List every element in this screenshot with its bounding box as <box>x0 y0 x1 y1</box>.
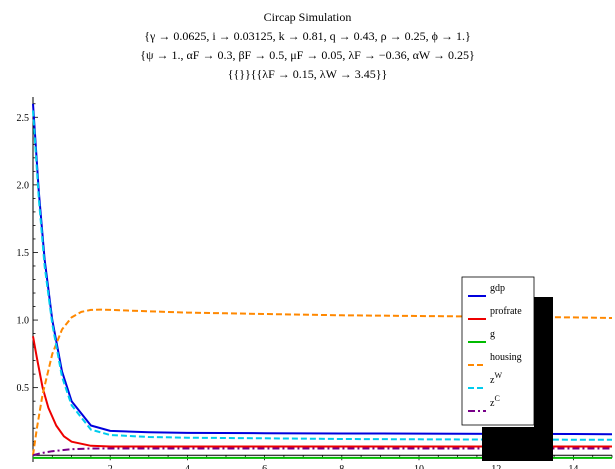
chart-title: Circap Simulation <box>263 10 352 24</box>
series-line-0 <box>32 103 613 436</box>
x-tick-label: 14 <box>568 464 578 469</box>
subtitle-line-2: {ψ → 1., αF → 0.3, βF → 0.5, μF → 0.05, … <box>140 48 475 62</box>
y-tick-label: 2.5 <box>17 113 30 124</box>
subtitle-line-3: {{}}{{λF → 0.15, λW → 3.45}} <box>227 67 388 81</box>
legend-box <box>461 276 535 426</box>
x-tick-label: 2 <box>108 464 113 469</box>
black-bar-horizontal <box>482 427 552 461</box>
legend-label-1: profrate <box>490 306 522 317</box>
black-bar-vertical <box>534 297 553 461</box>
y-tick-label: 2.0 <box>17 180 30 191</box>
y-tick-label: 1.5 <box>17 248 30 259</box>
series-line-4 <box>32 110 612 441</box>
subtitle-line-1: {γ → 0.0625, i → 0.03125, k → 0.81, q → … <box>144 29 471 43</box>
x-tick-label: 8 <box>339 464 344 469</box>
x-tick-label: 4 <box>185 464 190 469</box>
y-tick-label: 0.5 <box>17 383 30 394</box>
x-tick-label: 6 <box>262 464 267 469</box>
y-tick-label: 1.0 <box>17 316 30 327</box>
legend-label-5: zC <box>490 394 500 409</box>
x-tick-label: 12 <box>491 464 501 469</box>
legend-label-4: zW <box>490 371 502 386</box>
legend-label-2: g <box>490 329 495 340</box>
series-line-3 <box>32 308 613 456</box>
legend-label-0: gdp <box>490 283 505 294</box>
series-line-1 <box>32 336 612 448</box>
legend-label-3: housing <box>490 352 522 363</box>
x-tick-label: 10 <box>414 464 424 469</box>
